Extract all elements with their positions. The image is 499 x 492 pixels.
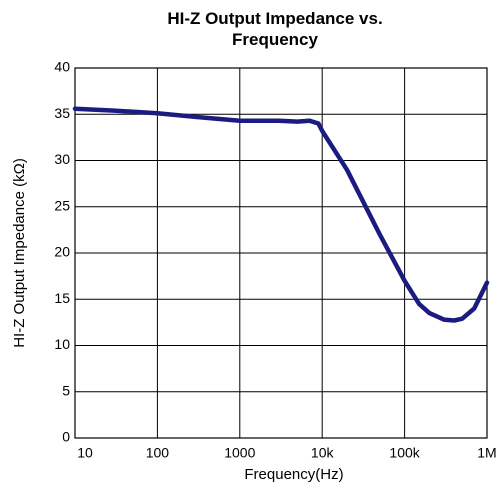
y-tick-label: 0 [62,429,70,445]
x-tick-label: 1M [477,445,496,461]
y-tick-label: 10 [54,336,70,352]
y-tick-label: 5 [62,382,70,398]
x-tick-label: 100 [146,445,170,461]
y-tick-label: 40 [54,59,70,75]
plot-frame [74,67,488,439]
chart-title: HI-Z Output Impedance vs. Frequency [167,9,383,49]
line-series [72,106,490,323]
y-axis-label: HI-Z Output Impedance (kΩ) [11,158,28,348]
x-tick-label: 10k [311,445,335,461]
x-axis-label: Frequency(Hz) [244,466,343,483]
y-tick-label: 25 [54,197,70,213]
x-tick-label: 100k [389,445,420,461]
x-tick-label: 1000 [224,445,255,461]
y-tick-label: 15 [54,290,70,306]
y-tick-label: 20 [54,244,70,260]
y-tick-label: 35 [54,105,70,121]
x-tick-label: 10 [77,445,93,461]
y-tick-label: 30 [54,151,70,167]
